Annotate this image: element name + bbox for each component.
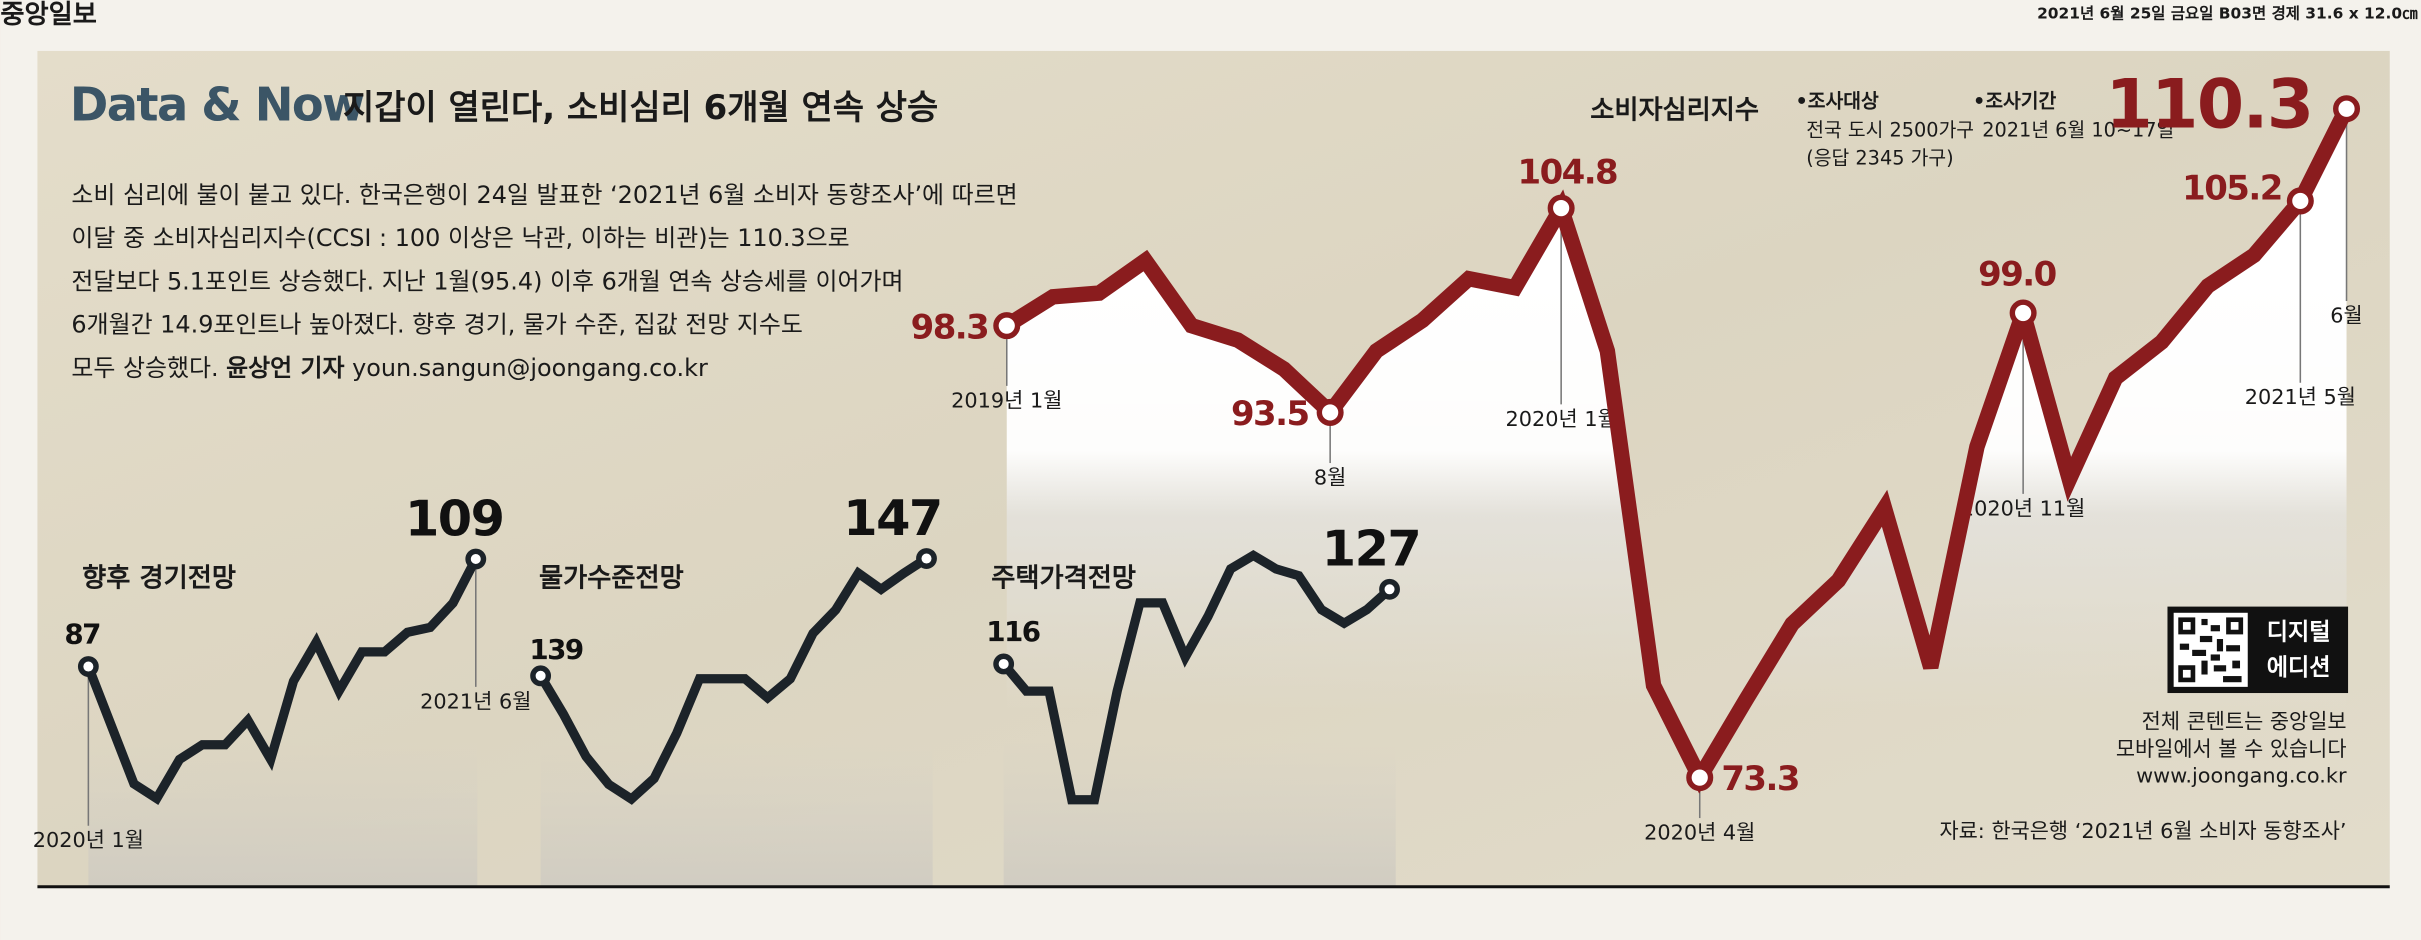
value-label: 105.2 bbox=[2182, 169, 2282, 209]
value-label: 110.3 bbox=[2105, 65, 2312, 144]
email: youn.sangun@joongang.co.kr bbox=[352, 354, 708, 382]
chart-title: 향후 경기전망 bbox=[82, 563, 236, 593]
qr-pattern bbox=[2178, 617, 2244, 683]
qr-label: 디지털 bbox=[2267, 619, 2331, 645]
value-label: 147 bbox=[843, 489, 941, 547]
marker bbox=[1316, 398, 1344, 426]
value-label: 139 bbox=[529, 633, 583, 666]
x-label: 2021년 5월 bbox=[2245, 385, 2356, 409]
brand: Data & Now bbox=[70, 78, 364, 132]
value-label: 116 bbox=[986, 615, 1040, 648]
marker bbox=[916, 548, 937, 569]
marker bbox=[2333, 95, 2361, 123]
marker bbox=[77, 656, 99, 677]
area bbox=[1006, 108, 2347, 865]
body-line: 이달 중 소비자심리지수(CCSI : 100 이상은 낙관, 이하는 비관)는… bbox=[71, 224, 849, 252]
body-line: 모두 상승했다. 윤상언 기자 youn.sangun@joongang.co.… bbox=[71, 354, 708, 382]
line bbox=[1000, 549, 1393, 805]
value-label: 73.3 bbox=[1721, 759, 1799, 799]
line bbox=[536, 554, 930, 805]
value-label: 98.3 bbox=[911, 307, 989, 347]
chart-title: 주택가격전망 bbox=[991, 563, 1136, 593]
chart-title: 물가수준전망 bbox=[539, 563, 684, 593]
x-label: 6월 bbox=[2330, 303, 2362, 327]
x-label: 2020년 1월 bbox=[33, 828, 144, 852]
logo: 중앙일보 bbox=[0, 0, 97, 30]
marker bbox=[993, 312, 1021, 340]
marker bbox=[1379, 578, 1400, 600]
value-label: 109 bbox=[405, 489, 503, 547]
survey-label: •조사대상 bbox=[1795, 89, 1879, 112]
body-line: 6개월간 14.9포인트나 높아졌다. 향후 경기, 물가 수준, 집값 전망 … bbox=[71, 311, 802, 339]
marker bbox=[2286, 187, 2314, 215]
shade bbox=[88, 740, 478, 886]
x-label: 2020년 11월 bbox=[1961, 496, 2085, 520]
note: 전체 콘텐트는 중앙일보 bbox=[2142, 709, 2347, 733]
value-label: 87 bbox=[64, 618, 100, 651]
x-label: 8월 bbox=[1314, 465, 1346, 489]
value-label: 93.5 bbox=[1231, 394, 1309, 434]
survey-text: 2021년 6월 10~17일 bbox=[1982, 119, 2174, 142]
byline: 윤상언 기자 bbox=[226, 354, 344, 382]
x-label: 2021년 6월 bbox=[420, 689, 531, 713]
marker bbox=[993, 653, 1015, 675]
line bbox=[84, 556, 480, 806]
qr-label: 에디션 bbox=[2267, 655, 2331, 681]
marker bbox=[1686, 764, 1714, 792]
body-line: 모두 상승했다. bbox=[71, 354, 218, 382]
value-label: 99.0 bbox=[1978, 254, 2056, 294]
chart-title: 소비자심리지수 bbox=[1590, 96, 1759, 126]
value-label: 104.8 bbox=[1517, 153, 1617, 193]
note: 모바일에서 볼 수 있습니다 bbox=[2116, 737, 2347, 761]
source: 자료: 한국은행 ‘2021년 6월 소비자 동향조사’ bbox=[1939, 819, 2346, 843]
marker bbox=[465, 548, 487, 570]
survey-text: (응답 2345 가구) bbox=[1806, 146, 1953, 169]
area-layer bbox=[1006, 108, 2347, 865]
x-label: 2020년 1월 bbox=[1506, 407, 1617, 431]
x-label: 2019년 1월 bbox=[951, 388, 1062, 412]
survey-text: 전국 도시 2500가구 bbox=[1806, 119, 1974, 142]
line bbox=[1002, 105, 2354, 794]
marker bbox=[2009, 299, 2037, 327]
note: www.joongang.co.kr bbox=[2136, 763, 2347, 787]
marker bbox=[1547, 194, 1575, 222]
shade bbox=[540, 740, 933, 886]
body-line: 전달보다 5.1포인트 상승했다. 지난 1월(95.4) 이후 6개월 연속 … bbox=[71, 267, 903, 295]
marker bbox=[530, 665, 552, 687]
survey-label: •조사기간 bbox=[1973, 89, 2057, 112]
body-line: 소비 심리에 불이 붙고 있다. 한국은행이 24일 발표한 ‘2021년 6월… bbox=[71, 181, 1017, 209]
digital-edition: 디지털 에디션 bbox=[2167, 606, 2349, 694]
value-label: 127 bbox=[1322, 520, 1420, 578]
headline: 지갑이 열린다, 소비심리 6개월 연속 상승 bbox=[343, 88, 938, 128]
edition: 2021년 6월 25일 금요일 B03면 경제 31.6 x 12.0㎝ bbox=[2037, 3, 2418, 22]
x-label: 2020년 4월 bbox=[1644, 820, 1755, 844]
